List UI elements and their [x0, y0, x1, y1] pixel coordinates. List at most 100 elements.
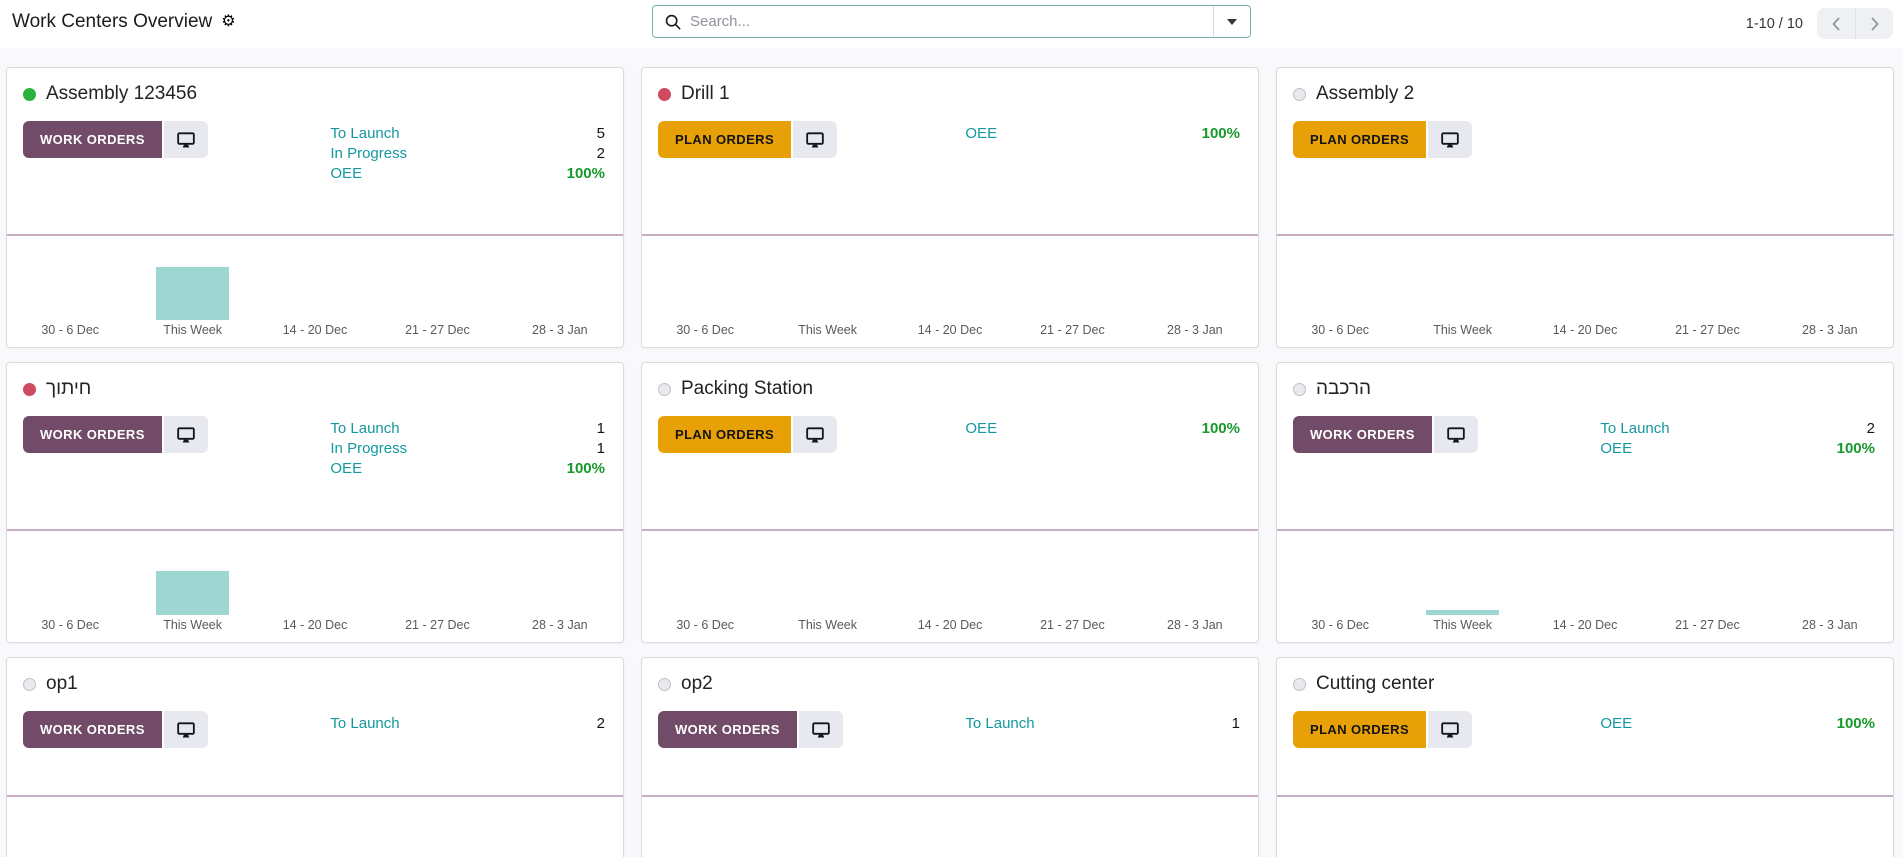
week-label: 28 - 3 Jan: [1167, 618, 1223, 632]
status-dot[interactable]: [658, 677, 671, 691]
stat-label-link[interactable]: To Launch: [330, 125, 400, 142]
chart-column: 30 - 6 Dec: [9, 236, 131, 347]
stat-value: 1: [1231, 715, 1240, 732]
workload-bar[interactable]: [1425, 610, 1500, 615]
stat-label-link[interactable]: In Progress: [330, 145, 408, 162]
status-dot[interactable]: [1293, 382, 1306, 396]
stat-row: OEE 100%: [330, 459, 605, 479]
action-button[interactable]: WORK ORDERS: [658, 711, 797, 748]
pager-next-button[interactable]: [1855, 8, 1893, 39]
pager-prev-button[interactable]: [1817, 8, 1855, 39]
stat-value: 100%: [1201, 420, 1240, 437]
stat-label-link[interactable]: OEE: [1600, 715, 1633, 732]
card-title: הרכבה: [1316, 378, 1372, 399]
status-dot[interactable]: [658, 87, 671, 101]
action-button[interactable]: PLAN ORDERS: [1293, 711, 1427, 748]
week-label: 14 - 20 Dec: [282, 618, 348, 632]
stat-row: In Progress 2: [330, 144, 605, 164]
work-screen-button[interactable]: [163, 416, 208, 453]
work-screen-button[interactable]: [163, 711, 208, 748]
card-actions: WORK ORDERS: [23, 711, 208, 748]
pager-range: 1-10 / 10: [1745, 15, 1803, 32]
stat-label-link[interactable]: OEE: [330, 165, 363, 182]
status-dot[interactable]: [23, 677, 36, 691]
action-button[interactable]: WORK ORDERS: [1293, 416, 1432, 453]
stat-row: To Launch 1: [965, 714, 1240, 734]
stat-value: 100%: [566, 165, 605, 182]
status-dot[interactable]: [1293, 677, 1306, 691]
chart-column: This Week: [766, 236, 888, 347]
action-button[interactable]: PLAN ORDERS: [1293, 121, 1427, 158]
work-screen-button[interactable]: [793, 416, 838, 453]
card-title: op2: [681, 673, 713, 694]
work-screen-button[interactable]: [1428, 711, 1473, 748]
stat-label-link[interactable]: To Launch: [965, 715, 1035, 732]
search-bar: [652, 5, 1251, 38]
search-input[interactable]: [690, 13, 1213, 30]
stat-label-link[interactable]: To Launch: [330, 420, 400, 437]
chart-column: 30 - 6 Dec: [644, 531, 766, 642]
gear-icon[interactable]: ⚙: [221, 13, 236, 30]
stats: To Launch 1: [965, 714, 1240, 734]
week-label: 28 - 3 Jan: [532, 618, 588, 632]
search-icon: [653, 13, 690, 31]
chart-column: 21 - 27 Dec: [1011, 797, 1133, 857]
card-top-section: Assembly 2 PLAN ORDERS: [1277, 68, 1893, 236]
stat-label-link[interactable]: To Launch: [330, 715, 400, 732]
chart-column: 28 - 3 Jan: [499, 236, 621, 347]
week-label: 30 - 6 Dec: [41, 323, 100, 337]
pager: 1-10 / 10: [1746, 8, 1893, 39]
search-dropdown-toggle[interactable]: [1213, 6, 1250, 37]
work-screen-button[interactable]: [793, 121, 838, 158]
status-dot[interactable]: [23, 382, 36, 396]
card-title-row: חיתוך: [7, 363, 623, 400]
status-dot[interactable]: [1293, 87, 1306, 101]
action-button[interactable]: WORK ORDERS: [23, 711, 162, 748]
stat-row: In Progress 1: [330, 439, 605, 459]
action-button[interactable]: PLAN ORDERS: [658, 121, 792, 158]
card-title-row: Drill 1: [642, 68, 1258, 105]
work-screen-button[interactable]: [163, 121, 208, 158]
stat-value: 100%: [1836, 440, 1875, 457]
workload-bar[interactable]: [155, 267, 230, 320]
action-button[interactable]: WORK ORDERS: [23, 416, 162, 453]
card-actions: WORK ORDERS: [23, 121, 208, 158]
work-screen-button[interactable]: [1433, 416, 1478, 453]
workload-bar[interactable]: [155, 571, 230, 615]
chart-column: 28 - 3 Jan: [1769, 531, 1891, 642]
chart-column: 30 - 6 Dec: [9, 797, 131, 857]
work-screen-button[interactable]: [798, 711, 843, 748]
week-label: 14 - 20 Dec: [917, 618, 983, 632]
week-label: 30 - 6 Dec: [1311, 618, 1370, 632]
stat-label-link[interactable]: OEE: [1600, 440, 1633, 457]
week-label: This Week: [798, 618, 858, 632]
stats: To Launch 5 In Progress 2 OEE 100%: [330, 124, 605, 184]
monitor-icon: [177, 426, 195, 442]
workcenter-card: op2 WORK ORDERS To Launch 1 30 - 6 DecThi…: [641, 657, 1259, 857]
monitor-icon: [177, 131, 195, 147]
chart-column: 28 - 3 Jan: [1134, 236, 1256, 347]
workcenter-card: Cutting center PLAN ORDERS OEE 100% 30 - …: [1276, 657, 1894, 857]
action-button[interactable]: PLAN ORDERS: [658, 416, 792, 453]
stat-label-link[interactable]: OEE: [330, 460, 363, 477]
chart-column: 28 - 3 Jan: [499, 797, 621, 857]
stat-label-link[interactable]: OEE: [965, 125, 998, 142]
stat-label-link[interactable]: OEE: [965, 420, 998, 437]
work-screen-button[interactable]: [1428, 121, 1473, 158]
week-label: 28 - 3 Jan: [532, 323, 588, 337]
monitor-icon: [1447, 426, 1465, 442]
action-button[interactable]: WORK ORDERS: [23, 121, 162, 158]
chart-column: This Week: [131, 797, 253, 857]
chart-column: 14 - 20 Dec: [1524, 236, 1646, 347]
stat-label-link[interactable]: In Progress: [330, 440, 408, 457]
status-dot[interactable]: [658, 382, 671, 396]
stat-label-link[interactable]: To Launch: [1600, 420, 1670, 437]
chart-column: 14 - 20 Dec: [889, 797, 1011, 857]
stat-value: 100%: [1836, 715, 1875, 732]
chart-column: 21 - 27 Dec: [376, 531, 498, 642]
monitor-icon: [812, 721, 830, 737]
status-dot[interactable]: [23, 87, 36, 101]
